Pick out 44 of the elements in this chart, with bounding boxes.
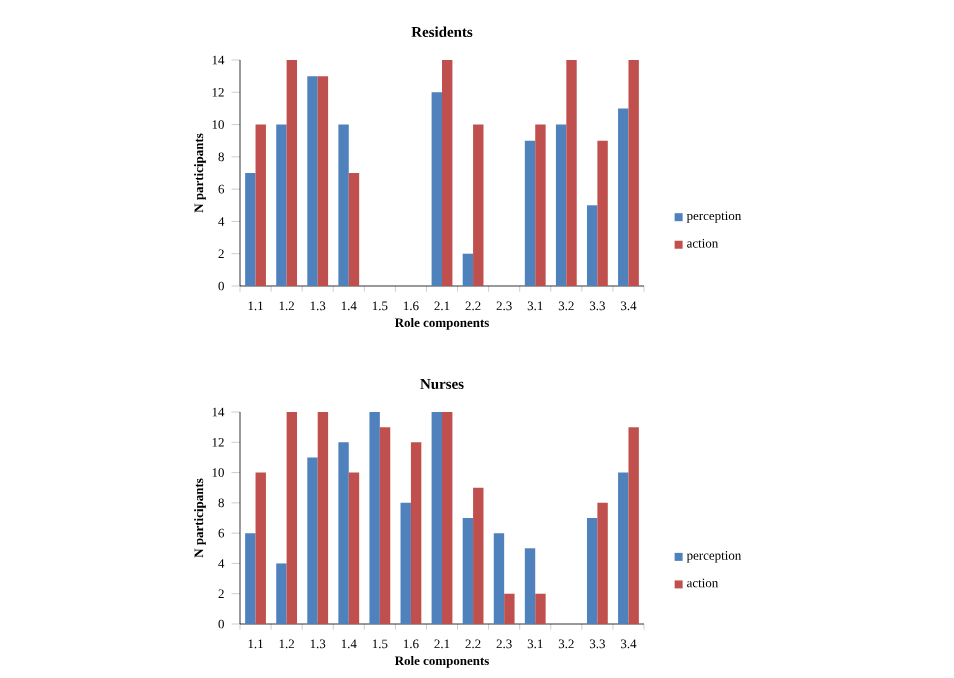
bar	[307, 76, 318, 286]
bar	[338, 124, 349, 286]
bar	[348, 472, 360, 624]
bar	[586, 205, 598, 286]
bar	[462, 518, 474, 624]
bar	[535, 593, 546, 624]
bar	[493, 533, 505, 624]
bar	[400, 502, 411, 624]
bar	[379, 427, 391, 624]
bar	[245, 533, 256, 624]
bar	[307, 457, 318, 624]
bar	[442, 412, 453, 624]
bar	[431, 412, 442, 624]
bar	[586, 518, 598, 624]
bar	[431, 92, 442, 286]
bar	[473, 124, 484, 286]
bar	[255, 124, 266, 286]
bar	[276, 124, 287, 286]
bar	[462, 253, 474, 286]
bar	[618, 108, 629, 286]
bar	[348, 172, 360, 286]
bar	[524, 548, 536, 624]
bar	[286, 59, 298, 286]
bar	[245, 172, 256, 286]
bar	[524, 140, 536, 286]
bar	[255, 472, 266, 624]
bar	[473, 487, 484, 624]
bar	[618, 472, 629, 624]
bar	[317, 412, 329, 624]
bar	[317, 76, 329, 286]
bar	[338, 442, 349, 624]
bar	[410, 442, 422, 624]
bar	[555, 124, 567, 286]
bar	[276, 563, 287, 624]
bar	[442, 59, 453, 286]
bar	[628, 427, 639, 624]
bar	[504, 593, 515, 624]
bar	[597, 502, 608, 624]
bar	[597, 140, 608, 286]
bar	[628, 59, 639, 286]
bar	[535, 124, 546, 286]
bar	[369, 412, 380, 624]
bar	[566, 59, 577, 286]
bar	[286, 412, 298, 624]
